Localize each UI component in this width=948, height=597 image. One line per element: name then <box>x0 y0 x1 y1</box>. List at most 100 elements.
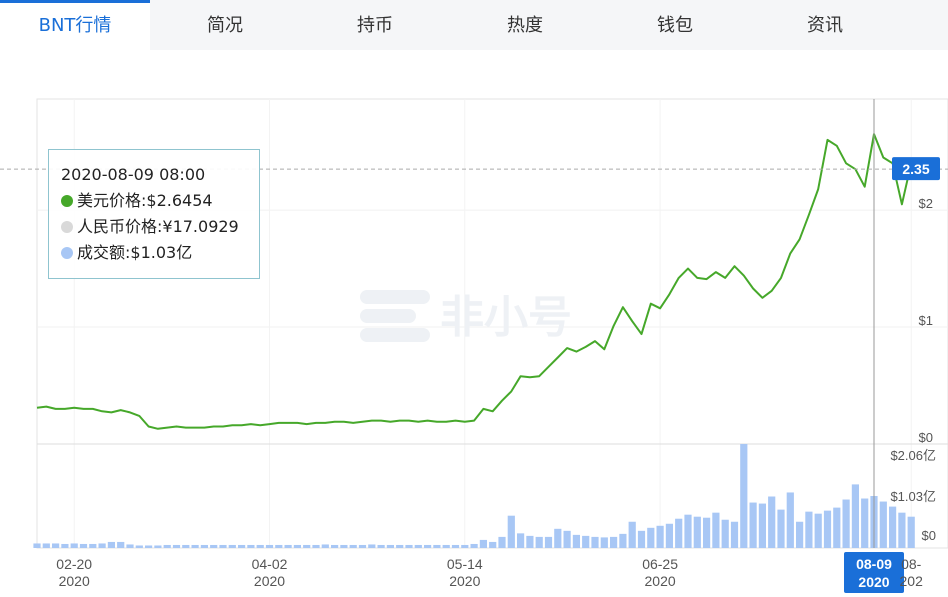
tooltip-cny-price: 人民币价格:¥17.0929 <box>77 217 239 236</box>
x-tick-highlight-badge <box>844 552 904 593</box>
volume-bar <box>331 544 339 548</box>
volume-bar <box>52 543 60 548</box>
volume-bar <box>898 512 906 548</box>
volume-bar <box>535 536 543 548</box>
volume-bar <box>637 530 646 548</box>
x-tick-label-year: 202 <box>900 573 924 589</box>
volume-bar <box>721 519 729 548</box>
watermark-logo-bar-1 <box>360 290 430 304</box>
volume-y-tick-label: $2.06亿 <box>890 448 936 463</box>
volume-bar <box>786 492 794 548</box>
volume-bar <box>777 509 785 548</box>
tab-overview[interactable]: 简况 <box>207 15 243 36</box>
x-tick-label-year: 2020 <box>449 573 480 589</box>
tab-bnt-market[interactable]: BNT行情 <box>0 0 150 50</box>
volume-bar <box>117 541 125 548</box>
volume-bar <box>861 498 869 548</box>
volume-bar <box>703 517 711 548</box>
volume-bar <box>405 544 413 548</box>
price-y-tick-label: $1 <box>919 313 933 328</box>
volume-bar <box>368 544 376 548</box>
volume-bar <box>498 536 506 548</box>
volume-bar <box>172 544 181 548</box>
volume-bar <box>79 543 88 548</box>
x-tick-label-date: 06-25 <box>642 556 678 572</box>
volume-bar <box>507 515 515 548</box>
volume-bar <box>284 544 292 548</box>
volume-bar <box>42 543 50 548</box>
volume-bar <box>758 503 766 548</box>
usd-legend-dot <box>61 195 73 207</box>
volume-bar <box>107 541 115 548</box>
tooltip-volume: 成交额:$1.03亿 <box>77 243 193 262</box>
tooltip-volume-row: 成交额:$1.03亿 <box>61 240 259 266</box>
volume-bar <box>730 521 739 548</box>
volume-bar <box>489 541 497 548</box>
volume-bar <box>321 544 329 548</box>
tab-wallet[interactable]: 钱包 <box>657 15 693 36</box>
volume-bar <box>442 544 450 548</box>
tooltip-time: 2020-08-09 08:00 <box>61 165 206 184</box>
volume-bar <box>210 544 218 548</box>
volume-bar <box>656 525 664 548</box>
volume-bar <box>219 544 227 548</box>
volume-bar <box>526 535 534 548</box>
volume-bar <box>842 499 850 548</box>
price-y-tick-label: $0 <box>919 430 933 445</box>
volume-bar <box>544 536 553 548</box>
watermark-logo-bar-2 <box>360 309 416 323</box>
volume-bar <box>461 544 469 548</box>
volume-bar <box>693 516 701 548</box>
volume-bar <box>70 543 78 548</box>
volume-y-tick-label: $1.03亿 <box>890 489 936 504</box>
volume-bar <box>619 533 627 548</box>
volume-bar <box>684 514 692 548</box>
tab-bar: BNT行情 简况 持币 热度 钱包 资讯 历 <box>0 0 948 50</box>
volume-bar <box>600 537 608 548</box>
tab-holdings[interactable]: 持币 <box>357 15 393 36</box>
volume-bar <box>377 544 385 548</box>
volume-bar <box>33 543 41 548</box>
volume-bar <box>303 544 311 548</box>
volume-bar <box>293 544 301 548</box>
cny-legend-dot <box>61 221 73 233</box>
volume-bar <box>126 544 134 548</box>
volume-bar <box>572 534 580 548</box>
price-chart[interactable]: 非小号$0$1$2$0$1.03亿$2.06亿2.3502-20202004-0… <box>0 50 948 597</box>
volume-bar <box>805 511 813 548</box>
volume-bar <box>851 484 859 548</box>
volume-bar <box>740 444 748 548</box>
volume-bar <box>470 543 478 548</box>
crosshair-y-value: 2.35 <box>902 161 929 177</box>
volume-bar <box>386 544 394 548</box>
volume-bar <box>889 506 897 548</box>
tab-news[interactable]: 资讯 <box>807 15 843 36</box>
volume-bar <box>563 530 571 548</box>
volume-bar <box>665 523 673 548</box>
volume-bar <box>154 545 162 548</box>
watermark-text: 非小号 <box>440 293 572 342</box>
volume-bar <box>554 528 562 548</box>
volume-bar <box>749 502 757 548</box>
volume-bar <box>451 544 460 548</box>
tab-history[interactable]: 历 <box>900 0 948 50</box>
volume-bar <box>191 544 199 548</box>
volume-bar <box>228 544 236 548</box>
tab-popularity[interactable]: 热度 <box>507 15 543 36</box>
volume-legend-dot <box>61 247 73 259</box>
x-tick-label-date: 05-14 <box>447 556 483 572</box>
volume-bar <box>796 521 804 548</box>
volume-bar <box>61 543 69 548</box>
volume-bar <box>163 544 171 548</box>
tooltip-cny-row: 人民币价格:¥17.0929 <box>61 214 259 240</box>
volume-bar <box>396 544 404 548</box>
volume-bar <box>265 544 274 548</box>
volume-bar <box>610 536 618 548</box>
volume-bar <box>879 501 887 548</box>
volume-bar <box>340 544 348 548</box>
x-tick-label-year: 2020 <box>59 573 90 589</box>
volume-bar <box>349 544 357 548</box>
volume-bar <box>200 544 208 548</box>
volume-bar <box>145 545 153 548</box>
volume-bar <box>238 544 246 548</box>
